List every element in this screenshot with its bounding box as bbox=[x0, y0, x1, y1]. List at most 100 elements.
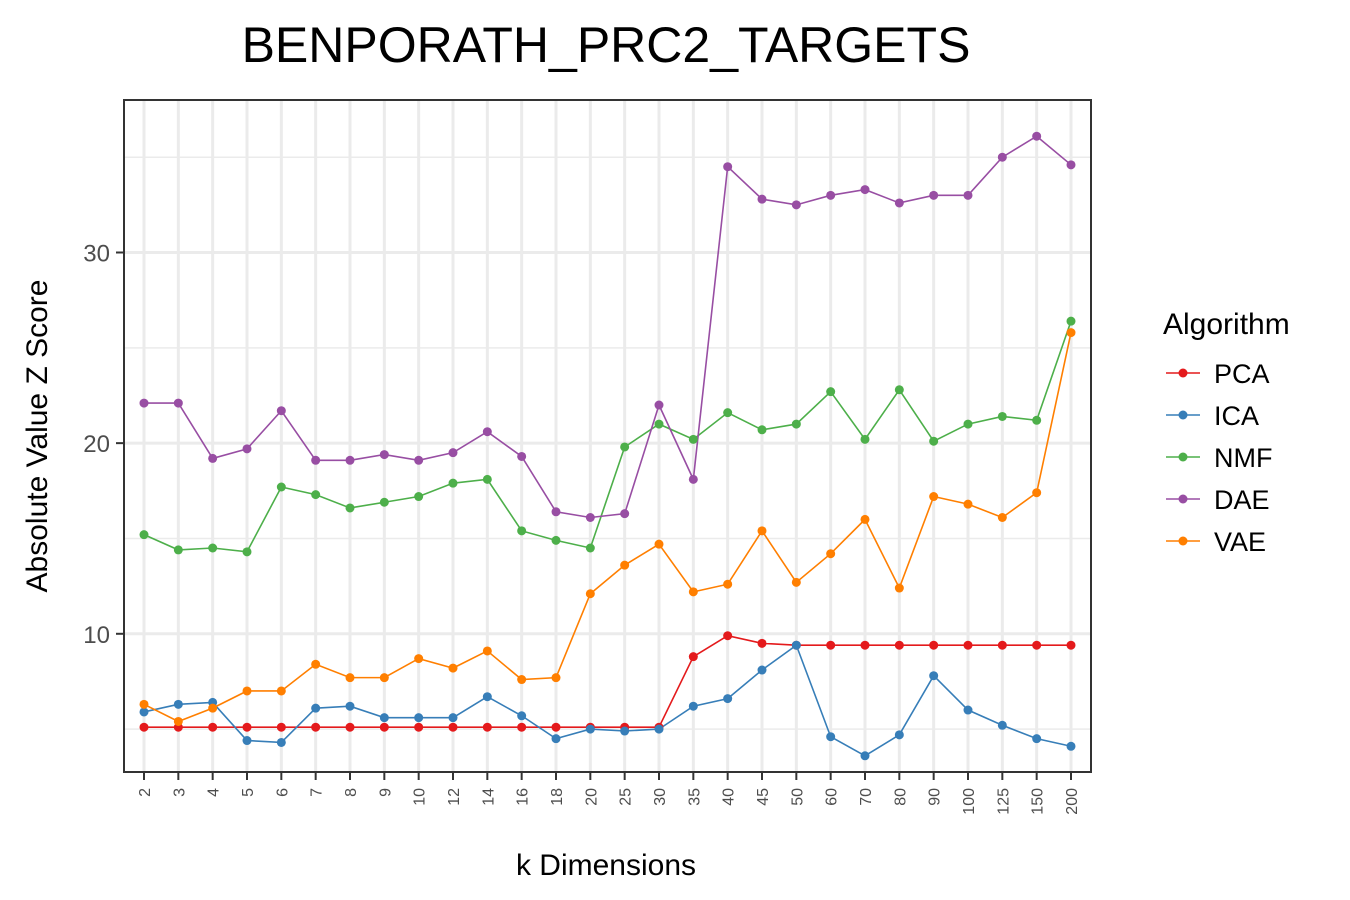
data-point-vae bbox=[414, 654, 424, 664]
data-point-dae bbox=[242, 444, 252, 454]
data-point-pca bbox=[551, 722, 561, 732]
data-point-nmf bbox=[139, 530, 149, 540]
data-point-dae bbox=[620, 509, 630, 519]
x-tick-label: 80 bbox=[892, 788, 909, 806]
legend: Algorithm PCA ICA NMF DAE VAE bbox=[1163, 308, 1290, 557]
data-point-vae bbox=[894, 583, 904, 593]
x-tick-label: 30 bbox=[652, 788, 669, 806]
x-tick-label: 35 bbox=[686, 788, 703, 806]
legend-point-pca bbox=[1178, 368, 1188, 378]
data-point-pca bbox=[311, 722, 321, 732]
data-point-vae bbox=[654, 539, 664, 549]
legend-label-dae: DAE bbox=[1214, 485, 1270, 515]
data-point-ica bbox=[448, 713, 458, 723]
data-point-pca bbox=[757, 638, 767, 648]
data-point-pca bbox=[242, 722, 252, 732]
data-point-vae bbox=[448, 663, 458, 673]
data-point-vae bbox=[963, 499, 973, 509]
data-point-nmf bbox=[482, 474, 492, 484]
legend-label-vae: VAE bbox=[1214, 527, 1266, 557]
data-point-pca bbox=[860, 640, 870, 650]
data-point-pca bbox=[379, 722, 389, 732]
legend-label-nmf: NMF bbox=[1214, 443, 1272, 473]
data-point-dae bbox=[757, 194, 767, 204]
data-point-dae bbox=[173, 398, 183, 408]
data-point-nmf bbox=[379, 497, 389, 507]
data-point-nmf bbox=[791, 419, 801, 429]
data-point-ica bbox=[894, 730, 904, 740]
data-point-nmf bbox=[1032, 415, 1042, 425]
data-point-pca bbox=[929, 640, 939, 650]
series-line-ica bbox=[143, 643, 1072, 757]
data-point-nmf bbox=[654, 419, 664, 429]
data-point-pca bbox=[963, 640, 973, 650]
data-point-dae bbox=[379, 450, 389, 460]
data-point-vae bbox=[276, 686, 286, 696]
x-tick-label: 8 bbox=[343, 788, 360, 797]
data-point-vae bbox=[139, 699, 149, 709]
data-point-nmf bbox=[414, 492, 424, 502]
data-point-nmf bbox=[929, 436, 939, 446]
data-point-vae bbox=[826, 549, 836, 559]
data-point-vae bbox=[173, 716, 183, 726]
x-tick-label: 2 bbox=[137, 788, 154, 797]
data-point-dae bbox=[448, 448, 458, 458]
data-point-nmf bbox=[585, 543, 595, 553]
data-point-dae bbox=[345, 455, 355, 465]
data-point-vae bbox=[791, 577, 801, 587]
data-point-nmf bbox=[173, 545, 183, 555]
legend-title: Algorithm bbox=[1163, 308, 1290, 341]
data-point-dae bbox=[791, 200, 801, 210]
data-point-ica bbox=[379, 713, 389, 723]
data-point-dae bbox=[997, 152, 1007, 162]
y-tick-label: 20 bbox=[83, 431, 110, 458]
data-point-pca bbox=[482, 722, 492, 732]
data-point-nmf bbox=[997, 411, 1007, 421]
data-point-ica bbox=[482, 692, 492, 702]
data-point-dae bbox=[826, 190, 836, 200]
chart-title: BENPORATH_PRC2_TARGETS bbox=[242, 17, 971, 73]
data-point-vae bbox=[379, 673, 389, 683]
data-point-nmf bbox=[517, 526, 527, 536]
data-point-ica bbox=[1032, 734, 1042, 744]
y-tick-label: 30 bbox=[83, 241, 110, 268]
data-point-dae bbox=[414, 455, 424, 465]
data-point-ica bbox=[345, 701, 355, 711]
data-point-vae bbox=[585, 589, 595, 599]
plot-grid bbox=[124, 100, 1091, 772]
data-point-ica bbox=[1066, 741, 1076, 751]
data-point-nmf bbox=[860, 434, 870, 444]
data-point-vae bbox=[997, 512, 1007, 522]
x-tick-label: 16 bbox=[515, 788, 532, 806]
data-point-pca bbox=[826, 640, 836, 650]
data-point-vae bbox=[311, 659, 321, 669]
data-point-ica bbox=[242, 736, 252, 746]
y-axis-ticks: 10 20 30 bbox=[83, 241, 124, 649]
data-point-pca bbox=[276, 722, 286, 732]
data-point-dae bbox=[1032, 131, 1042, 141]
data-point-ica bbox=[276, 737, 286, 747]
x-tick-label: 12 bbox=[446, 788, 463, 806]
data-point-ica bbox=[757, 665, 767, 675]
data-point-ica bbox=[173, 699, 183, 709]
data-point-vae bbox=[723, 579, 733, 589]
data-point-nmf bbox=[688, 434, 698, 444]
plot-border bbox=[123, 99, 1092, 773]
data-point-dae bbox=[139, 398, 149, 408]
data-point-pca bbox=[1066, 640, 1076, 650]
data-point-nmf bbox=[345, 503, 355, 513]
data-point-pca bbox=[448, 722, 458, 732]
x-tick-label: 6 bbox=[274, 788, 291, 797]
data-point-dae bbox=[860, 185, 870, 195]
x-tick-label: 100 bbox=[961, 788, 978, 815]
data-point-nmf bbox=[276, 482, 286, 492]
data-point-vae bbox=[1066, 328, 1076, 338]
series-line-nmf bbox=[143, 320, 1072, 553]
data-point-vae bbox=[345, 673, 355, 683]
data-point-vae bbox=[551, 673, 561, 683]
data-point-dae bbox=[723, 162, 733, 172]
data-point-vae bbox=[482, 646, 492, 656]
x-tick-label: 18 bbox=[549, 788, 566, 806]
data-point-ica bbox=[791, 640, 801, 650]
series-line-dae bbox=[144, 135, 1072, 519]
